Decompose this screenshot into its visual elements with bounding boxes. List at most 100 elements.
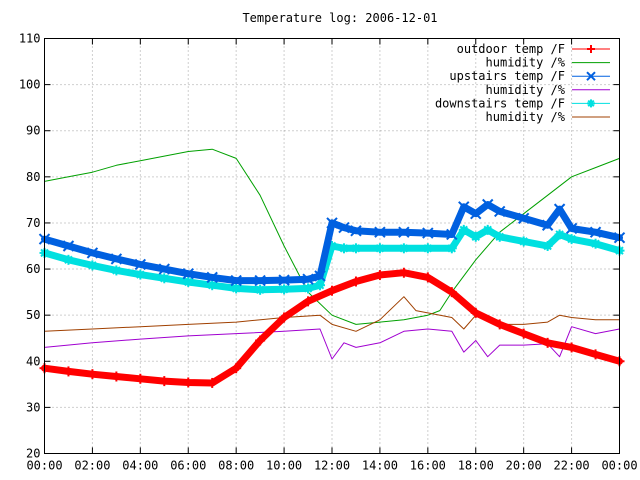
series-marker [302,273,314,285]
series-marker [158,263,170,275]
series-marker [553,203,566,215]
x-tick-label: 16:00 [410,459,446,473]
series-marker [326,217,338,229]
series-marker [350,225,362,237]
series-marker [86,247,99,259]
series-marker [87,260,98,271]
series-marker [518,328,529,339]
series-marker [422,272,433,283]
series-marker [110,253,123,265]
series-marker [159,376,170,387]
x-tick-label: 22:00 [554,459,590,473]
y-tick-label: 80 [26,170,40,184]
plot-frame [44,38,620,454]
series-marker [587,99,595,108]
series-marker [590,349,601,360]
series-marker [566,234,577,245]
y-tick-label: 100 [19,78,41,92]
series-marker [254,274,266,287]
series-marker [183,377,194,388]
series-marker [494,319,505,330]
series-marker [279,312,290,323]
legend-label: upstairs temp /F [449,69,565,83]
series-marker [590,238,601,249]
series-marker [470,208,482,220]
y-tick-label: 20 [26,447,40,461]
series-marker [422,227,434,239]
legend-label: humidity /% [486,83,566,97]
series-marker [279,284,290,295]
series-marker [566,342,577,353]
series-marker [230,274,242,287]
x-tick-label: 06:00 [170,459,206,473]
x-tick-label: 14:00 [362,459,398,473]
series-marker [542,337,553,348]
series-marker [446,287,457,298]
series-marker [207,280,218,291]
series-marker [303,296,314,307]
series-marker [111,371,122,382]
series-marker [206,271,218,284]
series-line-2 [41,201,623,285]
series-marker [338,243,349,254]
x-tick-label: 08:00 [218,459,254,473]
y-tick-label: 90 [26,124,40,138]
legend-label: outdoor temp /F [457,42,565,56]
legend-label: humidity /% [486,56,566,70]
series-marker [255,335,266,346]
series-marker [542,241,553,251]
series-marker [518,236,529,247]
y-tick-label: 70 [26,216,40,230]
series-marker [231,283,242,294]
series-marker [315,280,326,291]
series-marker [398,226,410,238]
x-tick-label: 00:00 [601,459,637,473]
x-tick-label: 10:00 [266,459,302,473]
series-marker [470,307,481,318]
series-line-5 [44,296,620,332]
x-tick-label: 18:00 [458,459,494,473]
series-marker [494,231,505,242]
legend-label: humidity /% [486,110,566,124]
series-marker [482,198,494,211]
series-marker [303,283,314,294]
series-marker [517,212,530,225]
series-marker [135,269,146,280]
series-marker [159,273,170,284]
y-tick-label: 40 [26,354,40,368]
series-marker [586,71,596,81]
series-marker [541,219,554,231]
y-tick-label: 60 [26,262,40,276]
series-marker [255,284,266,295]
x-tick-label: 04:00 [122,459,158,473]
x-tick-label: 00:00 [26,459,62,473]
legend-label: downstairs temp /F [435,96,565,110]
series-marker [446,228,458,241]
series-marker [422,243,433,254]
series-marker [374,226,386,238]
series-marker [350,243,361,254]
series-marker [338,221,350,234]
x-tick-label: 12:00 [314,459,350,473]
y-tick-label: 50 [26,308,40,322]
series-marker [134,258,147,271]
series-marker [470,231,481,242]
series-marker [458,201,470,213]
series-marker [374,243,385,254]
series-marker [62,240,75,252]
series-marker [278,274,290,286]
series-marker [63,254,74,265]
series-marker [589,226,602,238]
series-marker [565,222,578,235]
series-marker [327,285,337,296]
series-marker [183,276,194,287]
series-marker [446,243,457,254]
series-marker [87,369,98,380]
series-marker [554,229,565,240]
series-marker [111,265,122,276]
series-marker [374,270,385,281]
series-marker [207,377,218,388]
series-marker [398,267,409,278]
